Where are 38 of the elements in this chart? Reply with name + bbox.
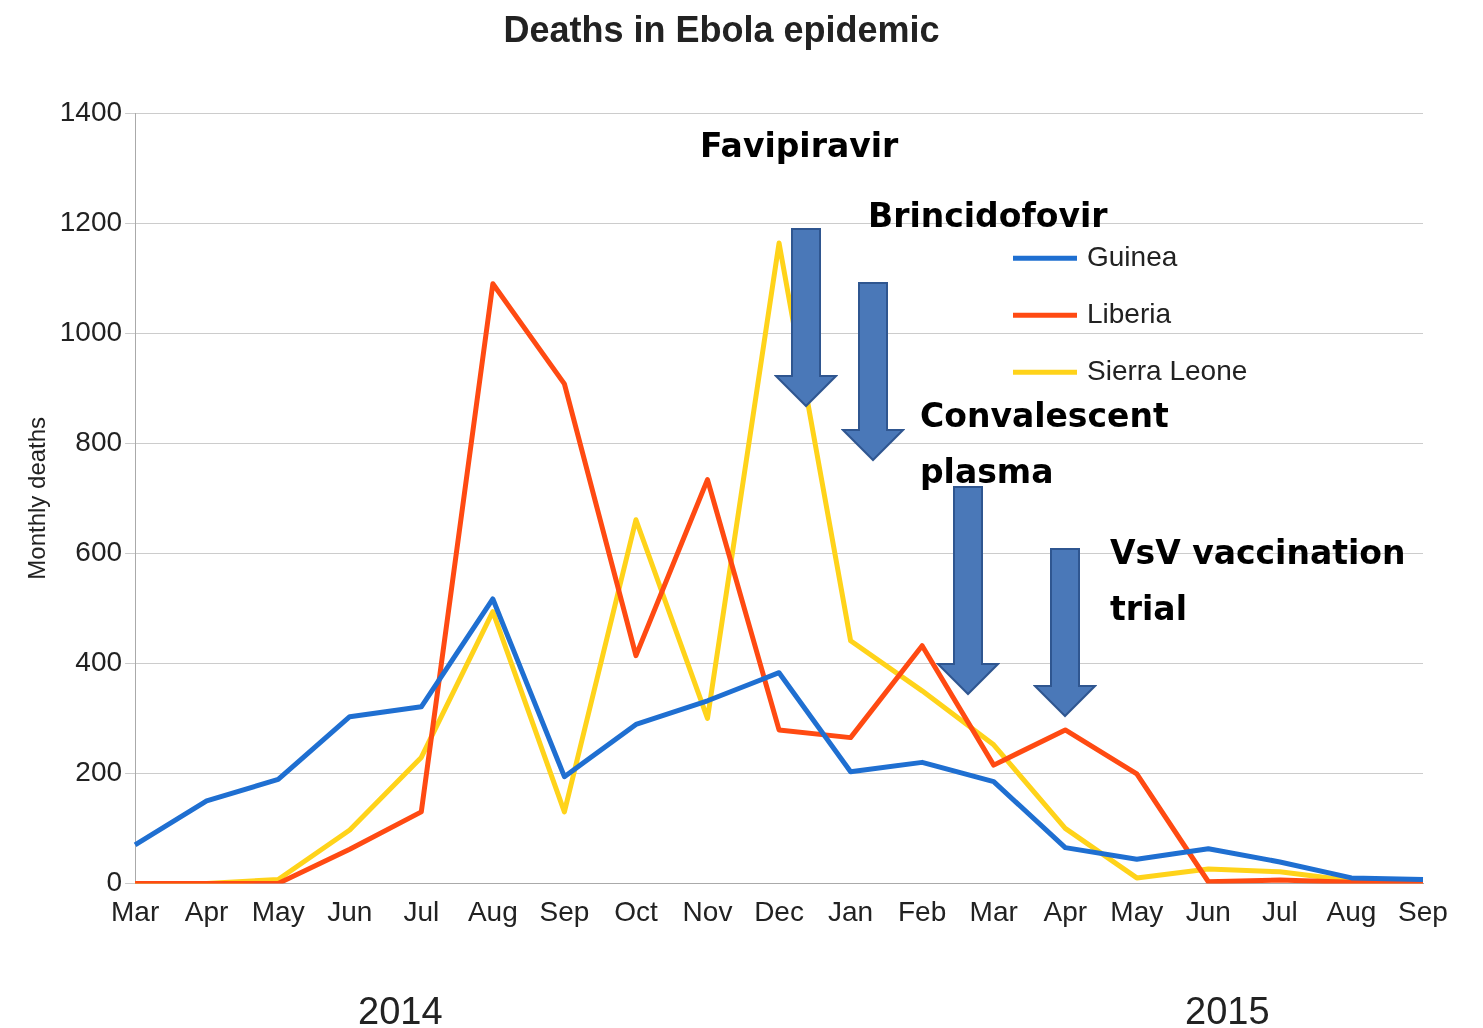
x-tick-label: Sep (539, 895, 590, 927)
x-tick-label: Feb (898, 895, 947, 927)
legend-label: Guinea (1087, 240, 1178, 272)
y-tick-label: 600 (75, 536, 123, 568)
y-tick-label: 200 (75, 756, 123, 788)
annotation: Favipiravir (700, 125, 899, 167)
x-tick-label: Mar (110, 895, 160, 927)
y-tick-label: 0 (106, 866, 123, 898)
x-tick-label: Apr (184, 895, 229, 927)
x-tick-label: Jan (828, 895, 874, 927)
y-tick-label: 1000 (59, 315, 123, 347)
annotation: Convalescent plasma (920, 395, 1170, 493)
x-tick-label: Nov (682, 895, 733, 927)
annotation: VsV vaccination trial (1110, 532, 1407, 630)
text: 2014 (358, 990, 443, 1028)
y-axis-title: Monthly deaths (23, 416, 51, 580)
y-tick-label: 800 (75, 426, 123, 457)
x-tick-label: Dec (754, 895, 804, 927)
x-tick-label: Aug (1326, 895, 1377, 927)
legend-label: Liberia (1087, 297, 1172, 329)
y-tick-label: 1200 (59, 205, 123, 237)
x-tick-label: Jul (1262, 895, 1298, 927)
x-tick-label: May (1110, 895, 1164, 927)
x-tick-label: Oct (614, 895, 658, 927)
x-tick-label: Apr (1043, 895, 1088, 927)
x-tick-label: Jun (327, 895, 373, 927)
x-tick-label: Jun (1185, 895, 1231, 927)
y-tick-label: 400 (75, 646, 123, 678)
x-tick-label: Sep (1398, 895, 1448, 927)
text: 2015 (1185, 990, 1270, 1028)
x-tick-label: May (251, 895, 305, 927)
legend-label: Sierra Leone (1087, 354, 1248, 386)
y-tick-label: 1400 (59, 95, 123, 127)
annotation: Brincidofovir (868, 196, 1108, 235)
chart-title: Deaths in Ebola epidemic (503, 8, 940, 50)
x-tick-label: Mar (969, 895, 1018, 927)
x-tick-label: Jul (403, 895, 440, 927)
x-tick-label: Aug (467, 895, 518, 927)
